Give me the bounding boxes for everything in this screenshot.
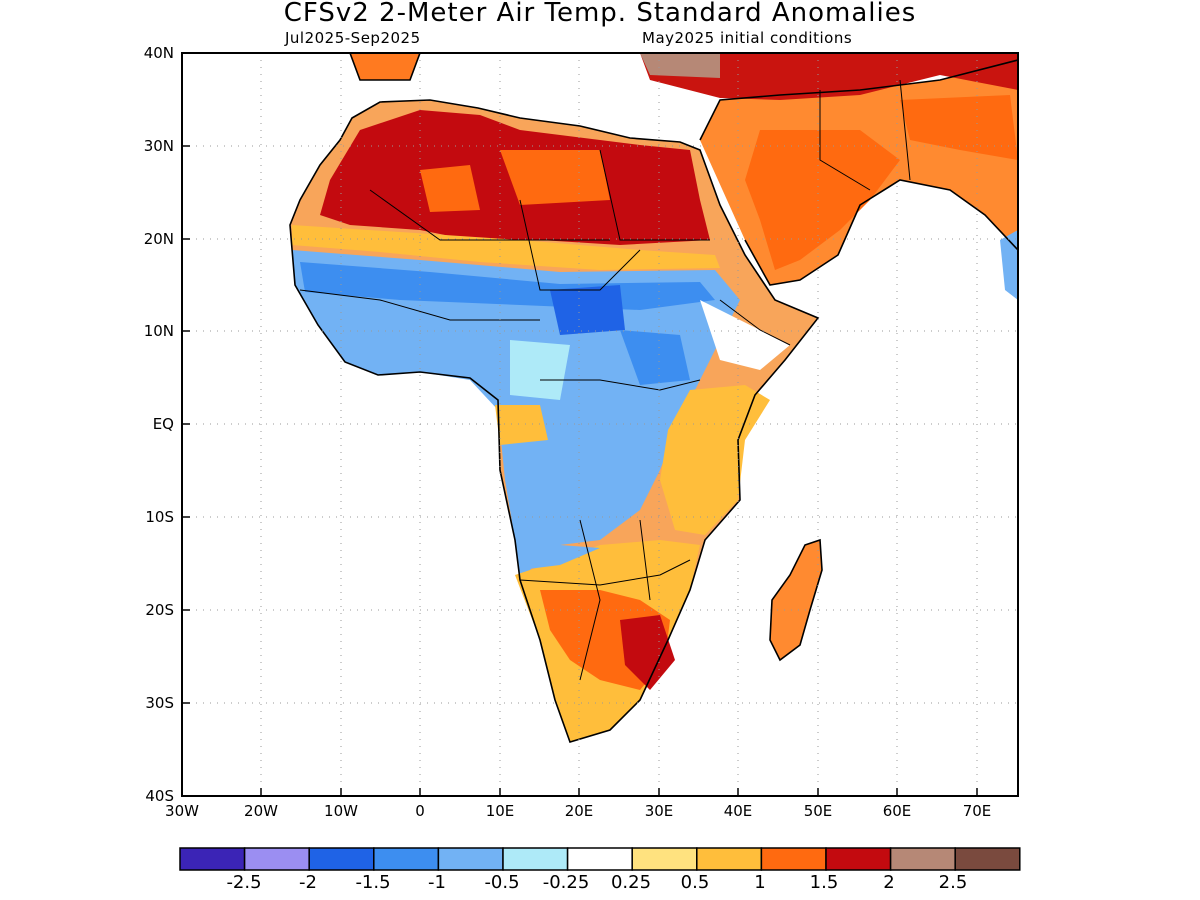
- lat-label: 20N: [143, 230, 174, 248]
- lat-label: 40S: [145, 787, 174, 805]
- lat-label: 30S: [145, 694, 174, 712]
- colorbar-label: 0.25: [610, 872, 652, 893]
- colorbar-label: 2: [883, 872, 895, 893]
- chart-title: CFSv2 2-Meter Air Temp. Standard Anomali…: [283, 0, 917, 28]
- lon-label: 40E: [723, 802, 753, 820]
- colorbar-swatch: [502, 847, 569, 871]
- colorbar-label: -1: [428, 872, 446, 893]
- colorbar-swatch: [954, 847, 1021, 871]
- colorbar-swatch: [373, 847, 440, 871]
- lat-label: EQ: [152, 415, 174, 433]
- colorbar-swatch: [566, 847, 633, 871]
- lat-label: 40N: [143, 44, 174, 62]
- lon-label: 0: [415, 802, 425, 820]
- colorbar-swatch: [760, 847, 827, 871]
- colorbar-swatch: [696, 847, 763, 871]
- colorbar-label: -1.5: [355, 872, 391, 893]
- colorbar-label: 1.5: [809, 872, 839, 893]
- lon-label: 30W: [165, 802, 199, 820]
- lon-label: 30E: [644, 802, 674, 820]
- lon-label: 20E: [564, 802, 594, 820]
- lon-label: 60E: [882, 802, 912, 820]
- lon-label: 70E: [962, 802, 992, 820]
- east-africa-warm: [660, 385, 770, 535]
- colorbar-swatch: [179, 847, 246, 871]
- lon-label: 50E: [803, 802, 833, 820]
- colorbar-swatch: [825, 847, 892, 871]
- lon-label: 10E: [485, 802, 515, 820]
- colorbar-label: -0.25: [542, 872, 590, 893]
- colorbar-label: 2.5: [938, 872, 968, 893]
- colorbar-label: -2.5: [226, 872, 262, 893]
- lon-label: 20W: [244, 802, 278, 820]
- lon-label: 10W: [324, 802, 358, 820]
- forecast-period: Jul2025-Sep2025: [285, 29, 421, 47]
- colorbar: [179, 847, 1021, 871]
- colorbar-label: -2: [299, 872, 317, 893]
- lat-label: 30N: [143, 137, 174, 155]
- colorbar-label: -0.5: [484, 872, 520, 893]
- colorbar-swatch: [437, 847, 504, 871]
- lat-label: 10S: [145, 508, 174, 526]
- lat-label: 10N: [143, 322, 174, 340]
- lat-label: 20S: [145, 601, 174, 619]
- colorbar-swatch: [243, 847, 310, 871]
- initial-conditions: May2025 initial conditions: [642, 29, 853, 47]
- europe-strip: [350, 53, 420, 80]
- colorbar-swatch: [889, 847, 956, 871]
- colorbar-swatch: [631, 847, 698, 871]
- colorbar-label: 0.5: [680, 872, 710, 893]
- colorbar-swatch: [308, 847, 375, 871]
- colorbar-label: 1: [754, 872, 766, 893]
- madagascar: [770, 540, 822, 660]
- eastern-med-strip: [640, 53, 1018, 100]
